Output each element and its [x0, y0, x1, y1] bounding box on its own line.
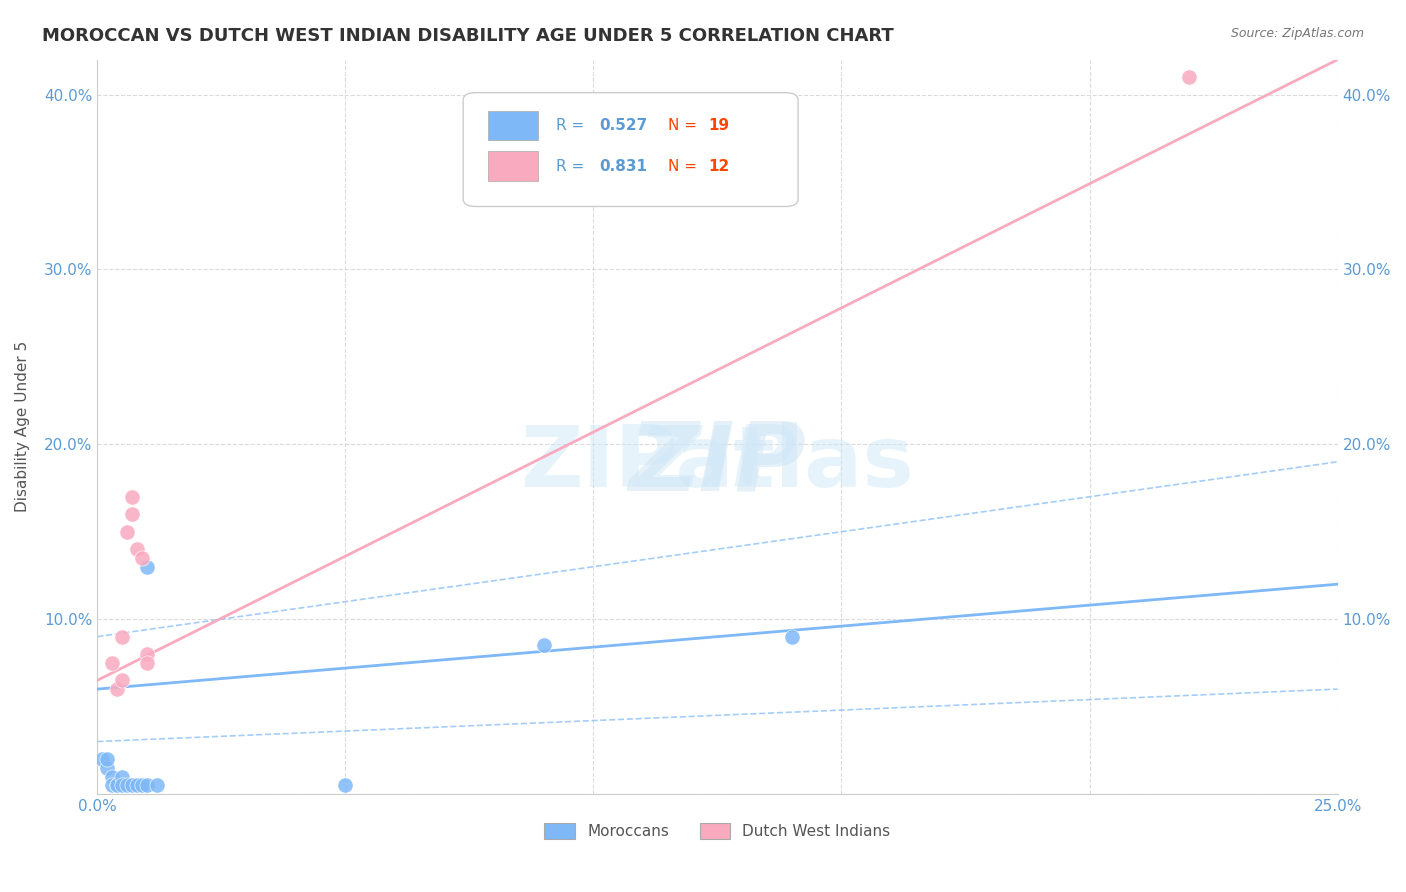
- Point: [111, 630, 134, 644]
- Point: [105, 778, 128, 792]
- Point: [146, 778, 169, 792]
- Point: [1178, 70, 1201, 84]
- Text: 12: 12: [709, 159, 730, 174]
- Text: ZIPatlas: ZIPatlas: [520, 422, 914, 505]
- Text: 0.831: 0.831: [599, 159, 648, 174]
- Text: Source: ZipAtlas.com: Source: ZipAtlas.com: [1230, 27, 1364, 40]
- Text: ZIP: ZIP: [628, 417, 807, 510]
- Point: [105, 778, 128, 792]
- Point: [96, 752, 118, 766]
- Text: R =: R =: [557, 159, 589, 174]
- Text: N =: N =: [668, 159, 702, 174]
- Text: MOROCCAN VS DUTCH WEST INDIAN DISABILITY AGE UNDER 5 CORRELATION CHART: MOROCCAN VS DUTCH WEST INDIAN DISABILITY…: [42, 27, 894, 45]
- Point: [91, 752, 114, 766]
- Point: [105, 682, 128, 697]
- Point: [111, 770, 134, 784]
- Point: [135, 656, 157, 670]
- Point: [780, 630, 803, 644]
- Point: [121, 507, 143, 521]
- Point: [121, 490, 143, 504]
- Point: [131, 778, 153, 792]
- FancyBboxPatch shape: [488, 111, 537, 140]
- Legend: Moroccans, Dutch West Indians: Moroccans, Dutch West Indians: [538, 817, 897, 845]
- FancyBboxPatch shape: [488, 152, 537, 181]
- Point: [101, 770, 124, 784]
- Point: [125, 542, 148, 557]
- Point: [131, 551, 153, 566]
- Point: [335, 778, 357, 792]
- Point: [115, 524, 138, 539]
- Point: [111, 673, 134, 688]
- Point: [125, 778, 148, 792]
- Point: [135, 559, 157, 574]
- Point: [96, 761, 118, 775]
- Text: 19: 19: [709, 119, 730, 133]
- Point: [121, 778, 143, 792]
- Text: N =: N =: [668, 119, 702, 133]
- Point: [135, 778, 157, 792]
- Y-axis label: Disability Age Under 5: Disability Age Under 5: [15, 341, 30, 512]
- Point: [533, 639, 555, 653]
- FancyBboxPatch shape: [463, 93, 799, 206]
- Text: R =: R =: [557, 119, 589, 133]
- Point: [111, 778, 134, 792]
- Point: [115, 778, 138, 792]
- Text: 0.527: 0.527: [599, 119, 648, 133]
- Point: [101, 778, 124, 792]
- Point: [135, 647, 157, 661]
- Point: [101, 656, 124, 670]
- Text: ZIP: ZIP: [638, 422, 796, 505]
